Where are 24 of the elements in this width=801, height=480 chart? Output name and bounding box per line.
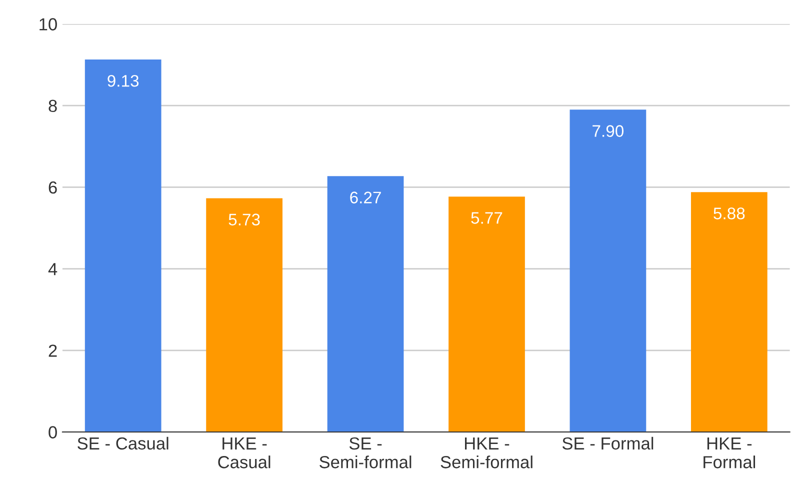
data-label: 5.88 — [714, 208, 745, 220]
x-tick-label: HKE - Semi-formal — [440, 438, 532, 468]
y-tick-label: 10 — [40, 18, 57, 30]
x-tick-label: HKE - Formal — [704, 438, 756, 468]
bar — [448, 196, 525, 432]
y-tick-label: 4 — [48, 263, 58, 276]
data-label: 5.73 — [228, 214, 260, 226]
x-tick-label: SE - Formal — [562, 436, 654, 450]
data-label: 7.90 — [592, 125, 624, 137]
bar — [327, 176, 404, 432]
y-tick-label: 0 — [48, 426, 57, 438]
y-tick-label: 6 — [48, 181, 57, 194]
data-label: 6.27 — [350, 192, 381, 204]
bar — [570, 110, 646, 432]
x-tick-label: SE - Semi-formal — [320, 437, 412, 468]
x-tick-label: HKE - Casual — [218, 438, 270, 468]
data-label: 5.77 — [471, 212, 502, 224]
x-tick-label: SE - Casual — [78, 436, 168, 450]
y-tick-label: 8 — [48, 100, 57, 112]
bar — [690, 192, 768, 432]
data-label: 9.13 — [108, 74, 139, 87]
bar — [206, 198, 282, 432]
y-tick-label: 2 — [48, 344, 57, 357]
bar — [84, 59, 162, 432]
